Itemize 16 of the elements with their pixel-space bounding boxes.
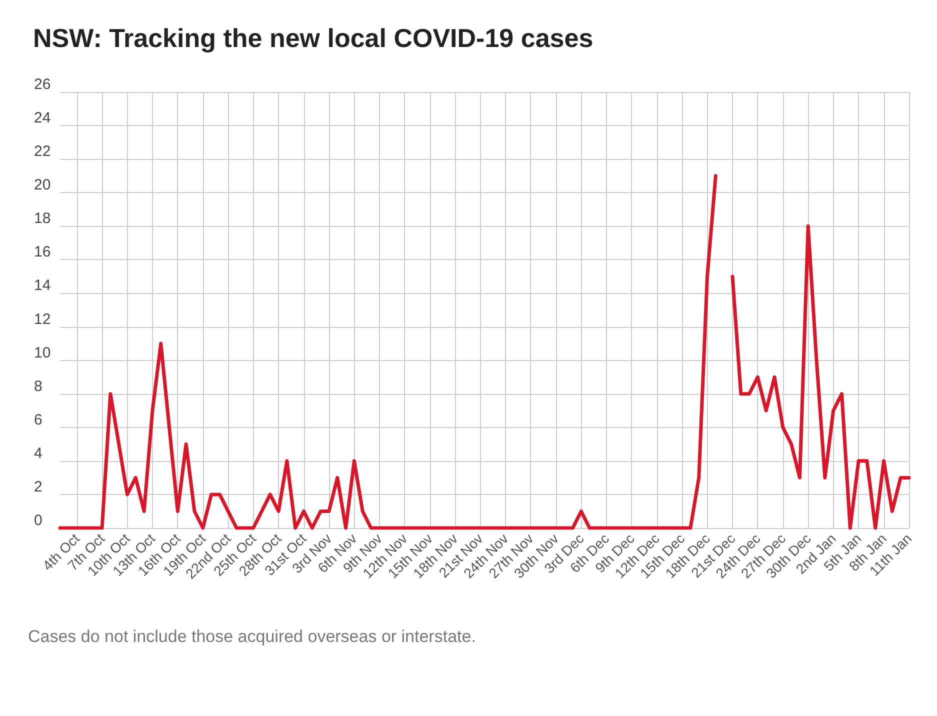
- text: Cases do not include those acquired overseas or interstate.: [28, 627, 476, 646]
- y-tick-label: 6: [34, 411, 42, 428]
- y-tick-label: 12: [34, 310, 51, 328]
- y-tick-label: 22: [34, 143, 51, 160]
- y-tick-label: 24: [34, 110, 51, 127]
- y-tick-label: 0: [34, 512, 42, 529]
- y-tick-label: 4: [34, 444, 42, 462]
- y-tick-label: 10: [34, 344, 51, 362]
- y-tick-label: 14: [34, 277, 51, 294]
- y-tick-label: 2: [34, 478, 42, 496]
- y-tick-label: 20: [34, 176, 51, 194]
- y-tick-label: 26: [34, 76, 51, 93]
- chart-title: NSW: Tracking the new local COVID-19 cases: [33, 23, 594, 53]
- y-tick-label: 18: [34, 210, 51, 228]
- y-tick-label: 8: [34, 378, 42, 395]
- y-tick-label: 16: [34, 244, 51, 261]
